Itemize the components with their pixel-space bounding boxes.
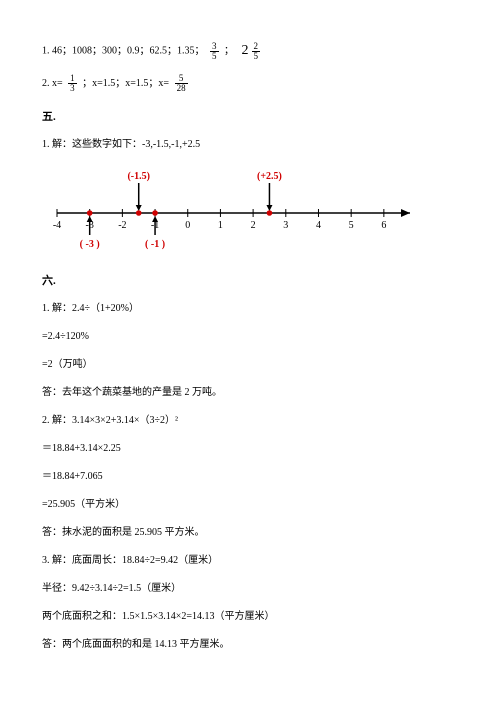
q5-1-text: 1. 解：这些数字如下：-3,-1.5,-1,+2.5 xyxy=(42,137,458,153)
q6-line: =2（万吨） xyxy=(42,357,458,373)
fraction-1-3: 1 3 xyxy=(68,74,77,93)
svg-text:-2: -2 xyxy=(118,220,126,231)
svg-text:(-1.5): (-1.5) xyxy=(127,171,149,182)
section-6-body: 1. 解：2.4÷（1+20%） =2.4÷120% =2（万吨） 答：去年这个蔬菜基… xyxy=(42,301,458,653)
fraction-3-5: 3 5 xyxy=(210,42,219,61)
svg-text:( -1 ): ( -1 ) xyxy=(145,239,165,250)
q6-line: 2. 解：3.14×3×2+3.14×（3÷2）² xyxy=(42,413,458,429)
svg-text:(+2.5): (+2.5) xyxy=(257,171,282,182)
number-line-figure: -4-3-2-10123456(-1.5)(+2.5)( -3 )( -1 ) xyxy=(42,165,458,255)
svg-text:0: 0 xyxy=(185,220,190,231)
svg-text:5: 5 xyxy=(349,220,354,231)
answer-line-2: 2. x= 1 3 ；x=1.5；x=1.5；x= 5 28 xyxy=(42,74,458,93)
q6-line: ＝18.84+3.14×2.25 xyxy=(42,441,458,457)
text: 2. x= xyxy=(42,78,63,89)
q6-line: 答：两个底面面积的和是 14.13 平方厘米。 xyxy=(42,637,458,653)
svg-text:( -3 ): ( -3 ) xyxy=(80,239,100,250)
svg-text:3: 3 xyxy=(283,220,288,231)
section-5-heading: 五. xyxy=(42,109,458,127)
answer-line-1: 1. 46；1008；300；0.9；62.5；1.35； 3 5 ； 2 2 … xyxy=(42,40,458,62)
fraction-5-28: 5 28 xyxy=(175,74,188,93)
text: 1. 46；1008；300；0.9；62.5；1.35； xyxy=(42,46,205,57)
svg-text:4: 4 xyxy=(316,220,321,231)
text: ；x=1.5；x=1.5；x= xyxy=(82,78,169,89)
q6-line: 1. 解：2.4÷（1+20%） xyxy=(42,301,458,317)
svg-text:2: 2 xyxy=(251,220,256,231)
q6-line: 答：去年这个蔬菜基地的产量是 2 万吨。 xyxy=(42,385,458,401)
q6-line: =25.905（平方米） xyxy=(42,497,458,513)
q6-line: 答：抹水泥的面积是 25.905 平方米。 xyxy=(42,525,458,541)
q6-line: 两个底面积之和：1.5×1.5×3.14×2=14.13（平方厘米） xyxy=(42,609,458,625)
number-line-svg: -4-3-2-10123456(-1.5)(+2.5)( -3 )( -1 ) xyxy=(42,165,422,255)
svg-text:1: 1 xyxy=(218,220,223,231)
sep: ； xyxy=(224,46,234,57)
section-6-heading: 六. xyxy=(42,273,458,291)
svg-text:-4: -4 xyxy=(53,220,61,231)
q6-line: ＝18.84+7.065 xyxy=(42,469,458,485)
q6-line: 3. 解：底面周长：18.84÷2=9.42（厘米） xyxy=(42,553,458,569)
mixed-int: 2 xyxy=(242,43,249,58)
svg-text:6: 6 xyxy=(381,220,386,231)
q6-line: =2.4÷120% xyxy=(42,329,458,345)
fraction-2-5: 2 5 xyxy=(252,42,261,61)
q6-line: 半径：9.42÷3.14÷2=1.5（厘米） xyxy=(42,581,458,597)
